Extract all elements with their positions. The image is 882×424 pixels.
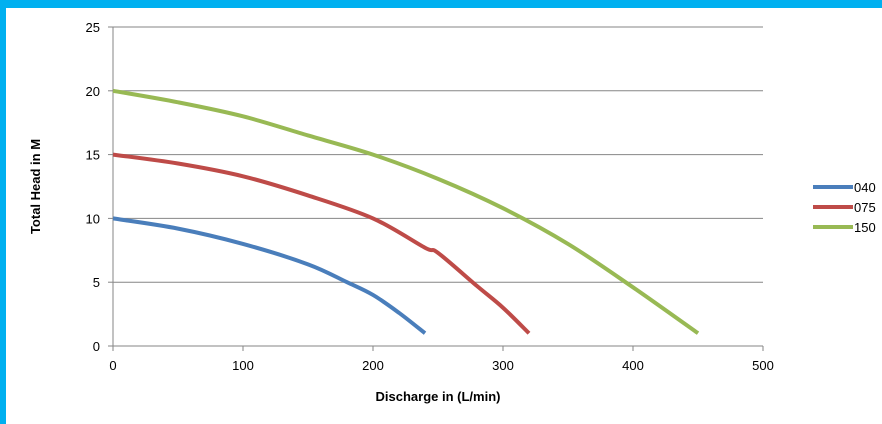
y-tick-label: 10 [86,211,100,226]
x-axis-title: Discharge in (L/min) [376,389,501,404]
legend-label-040: 040 [854,180,876,195]
y-tick-label: 20 [86,84,100,99]
legend: 040 075 150 [813,180,876,235]
x-tick-label: 300 [492,358,514,373]
y-tick-label: 25 [86,20,100,35]
x-tick-label: 400 [622,358,644,373]
y-tick-label: 0 [93,339,100,354]
series-line-150 [112,88,700,335]
y-axis-title: Total Head in M [28,139,43,234]
x-tick-label: 500 [752,358,774,373]
legend-label-150: 150 [854,220,876,235]
y-tick-label: 15 [86,148,100,163]
x-tick-label: 0 [109,358,116,373]
x-tick-label: 200 [362,358,384,373]
series-lines [112,88,700,335]
series-line-040 [112,216,427,335]
series-line-075 [112,152,531,335]
tick-labels: 0 5 10 15 20 25 0 100 200 300 400 500 [86,20,774,373]
y-tick-label: 5 [93,275,100,290]
x-tick-label: 100 [232,358,254,373]
grid-lines [113,26,763,283]
axes [108,26,764,351]
legend-label-075: 075 [854,200,876,215]
